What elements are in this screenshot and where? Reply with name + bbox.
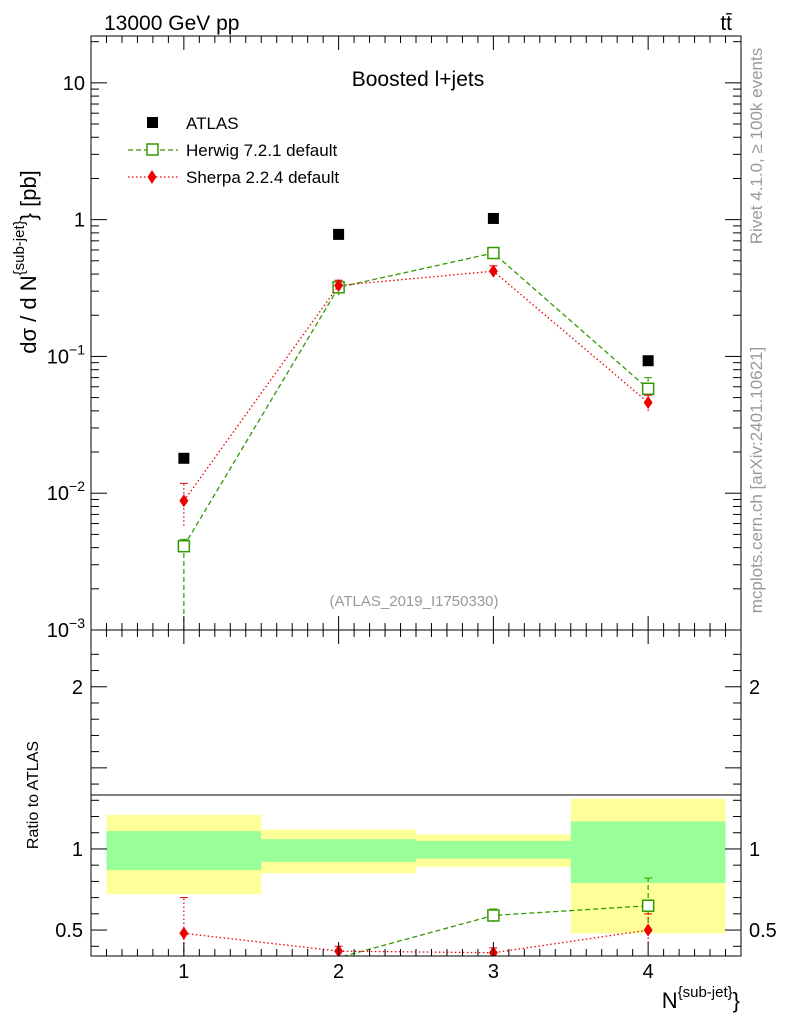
ratio-y-tick-label-right: 2 bbox=[749, 677, 760, 699]
ratio-x-tick-label: 2 bbox=[333, 961, 344, 983]
sherpa-ratio-marker bbox=[179, 926, 189, 940]
ratio-y-axis: 0.5 0.5 1 1 2 2 bbox=[55, 653, 777, 947]
energy-label: 13000 GeV pp bbox=[104, 12, 239, 35]
atlas-data-point bbox=[178, 452, 190, 464]
main-y-tick-label: 1 bbox=[74, 210, 85, 232]
svg-text:dσ / d N{sub-jet}} [pb]: dσ / d N{sub-jet}} [pb] bbox=[11, 170, 41, 354]
ratio-x-tick-label: 4 bbox=[643, 961, 654, 983]
ratio-x-tick-label: 3 bbox=[488, 961, 499, 983]
main-panel: 10 1 10−1 10−2 10−3 Boosted l+jets (ATLAS_20… bbox=[11, 35, 742, 642]
xlabel-sup: {sub-jet} bbox=[678, 984, 733, 1001]
mcplots-label: mcplots.cern.ch [arXiv:2401.10621] bbox=[747, 347, 766, 613]
main-y-tick-label: 10 bbox=[63, 73, 85, 95]
ratio-panel: 0.5 0.5 1 1 2 2 1 2 3 4 Ratio to ATLAS N{sub-jet… bbox=[25, 629, 777, 1013]
ratio-y-axis-label: Ratio to ATLAS bbox=[25, 741, 42, 849]
ratio-y-tick-label: 1 bbox=[72, 839, 83, 861]
legend-sherpa-marker bbox=[147, 170, 157, 184]
ratio-y-tick-label-right: 1 bbox=[749, 839, 760, 861]
ylabel-sup: {sub-jet} bbox=[11, 220, 28, 275]
ratio-series-layer bbox=[179, 877, 655, 956]
herwig-ratio-line bbox=[342, 905, 649, 956]
ratio-x-tick-label: 1 bbox=[178, 961, 189, 983]
herwig-ratio-marker bbox=[487, 909, 500, 922]
herwig-line bbox=[183, 252, 649, 547]
ratio-y-tick-label: 0.5 bbox=[55, 920, 83, 942]
herwig-marker bbox=[487, 246, 500, 260]
rivet-version-label: Rivet 4.1.0, ≥ 100k events bbox=[747, 48, 766, 244]
ratio-band-inner bbox=[106, 831, 262, 871]
main-y-axis: 10 1 10−1 10−2 10−3 bbox=[47, 41, 741, 642]
ratio-series-clipped bbox=[179, 877, 655, 956]
process-label: tt̄ bbox=[720, 12, 732, 35]
herwig-marker bbox=[641, 382, 655, 396]
ratio-band-inner bbox=[416, 840, 571, 859]
herwig-ratio-marker bbox=[641, 899, 655, 912]
atlas-data-point bbox=[487, 212, 499, 224]
main-series-layer bbox=[177, 212, 655, 630]
xlabel-main: N bbox=[662, 988, 678, 1013]
legend-sherpa-label: Sherpa 2.2.4 default bbox=[186, 168, 339, 187]
plot-title: Boosted l+jets bbox=[352, 68, 485, 91]
legend: ATLAS Herwig 7.2.1 default Sherpa 2.2.4 … bbox=[128, 114, 339, 187]
legend-atlas-label: ATLAS bbox=[186, 114, 239, 133]
ylabel-unit: } [pb] bbox=[16, 170, 41, 220]
ylabel-main: dσ / d N bbox=[16, 275, 41, 353]
legend-atlas-marker bbox=[147, 117, 158, 128]
herwig-marker bbox=[177, 539, 191, 553]
analysis-tag: (ATLAS_2019_I1750330) bbox=[329, 593, 498, 610]
atlas-data-point bbox=[333, 228, 345, 240]
ratio-band-inner bbox=[570, 821, 726, 884]
ratio-y-tick-label: 2 bbox=[72, 677, 83, 699]
main-y-axis-label: dσ / d N{sub-jet}} [pb] bbox=[11, 170, 41, 354]
xlabel-close: } bbox=[733, 988, 740, 1013]
sherpa-line bbox=[183, 270, 649, 502]
sherpa-marker bbox=[488, 264, 498, 278]
ratio-x-axis: 1 2 3 4 bbox=[105, 630, 727, 983]
ratio-uncertainty-bands bbox=[106, 798, 726, 934]
ratio-band-inner bbox=[261, 839, 416, 862]
main-y-tick-label: 10−3 bbox=[47, 615, 85, 642]
main-y-tick-label: 10−2 bbox=[47, 478, 85, 505]
sherpa-marker bbox=[179, 494, 189, 508]
legend-herwig-marker bbox=[146, 143, 159, 156]
main-x-axis-ticks bbox=[105, 36, 727, 630]
sherpa-marker bbox=[334, 278, 344, 292]
ratio-y-tick-label-right: 0.5 bbox=[749, 920, 777, 942]
sherpa-ratio-marker bbox=[643, 923, 653, 937]
sherpa-marker bbox=[643, 396, 653, 410]
legend-herwig-label: Herwig 7.2.1 default bbox=[186, 141, 337, 160]
x-axis-label: N{sub-jet}} bbox=[662, 984, 740, 1013]
main-y-tick-label: 10−1 bbox=[47, 341, 85, 368]
atlas-data-point bbox=[642, 355, 654, 367]
